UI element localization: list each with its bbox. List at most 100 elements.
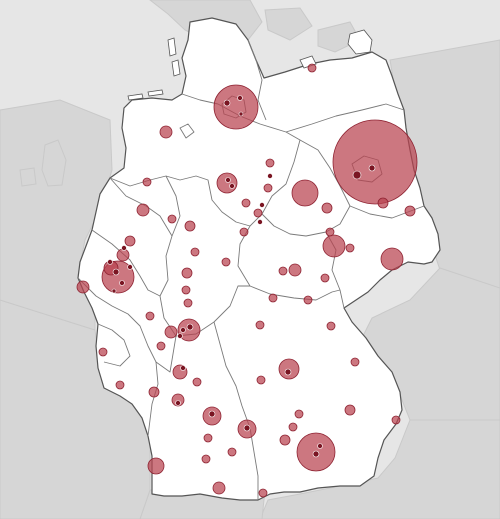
- city-marker: [345, 243, 355, 253]
- city-marker: [239, 227, 249, 237]
- city-center-dot: [229, 183, 235, 189]
- city-center-dot: [317, 443, 323, 449]
- border-sh-mv: [247, 39, 267, 121]
- city-marker: [278, 266, 288, 276]
- city-center-dot: [237, 95, 243, 101]
- city-center-dot: [121, 245, 127, 251]
- city-marker: [303, 295, 313, 305]
- city-marker: [258, 488, 268, 498]
- city-center-dot: [208, 410, 216, 418]
- city-marker: [192, 377, 202, 387]
- city-center-dot: [180, 365, 186, 371]
- city-marker: [344, 404, 356, 416]
- city-marker: [181, 267, 193, 279]
- city-marker: [307, 63, 317, 73]
- city-marker: [190, 247, 200, 257]
- city-marker: [265, 158, 275, 168]
- border-rhineland: [77, 277, 177, 373]
- city-marker: [288, 263, 302, 277]
- city-center-dot: [225, 177, 231, 183]
- benelux-land: [0, 99, 113, 331]
- city-marker: [201, 454, 211, 464]
- city-center-dot: [127, 264, 133, 270]
- city-marker: [159, 125, 173, 139]
- city-marker: [377, 197, 389, 209]
- border-brandenburg: [285, 103, 405, 133]
- city-center-dot: [177, 333, 183, 339]
- city-marker: [256, 375, 266, 385]
- sea-islands: [19, 139, 67, 187]
- city-marker: [332, 119, 418, 205]
- city-marker: [288, 422, 298, 432]
- city-marker: [322, 234, 346, 258]
- city-marker: [294, 409, 304, 419]
- city-marker: [116, 248, 130, 262]
- border-bavaria-bw: [213, 321, 259, 500]
- city-marker: [181, 285, 191, 295]
- city-center-dot: [257, 219, 263, 225]
- city-marker: [213, 84, 259, 130]
- city-marker: [142, 177, 152, 187]
- city-marker: [320, 273, 330, 283]
- city-marker: [184, 220, 196, 232]
- city-marker: [167, 214, 177, 224]
- city-marker: [263, 183, 273, 193]
- city-markers: [76, 63, 418, 498]
- baltic-islands: [299, 29, 373, 69]
- city-marker: [291, 179, 319, 207]
- city-center-dot: [111, 288, 117, 294]
- city-marker: [156, 341, 166, 351]
- city-marker: [145, 311, 155, 321]
- city-marker: [380, 247, 404, 271]
- city-marker: [136, 203, 150, 217]
- city-center-dot: [238, 111, 244, 117]
- city-center-dot: [352, 170, 362, 180]
- city-center-dot: [107, 259, 113, 265]
- city-marker: [255, 320, 265, 330]
- city-marker: [212, 481, 226, 495]
- city-marker: [350, 357, 360, 367]
- city-center-dot: [243, 424, 251, 432]
- city-marker: [227, 447, 237, 457]
- border-saarland: [97, 323, 131, 367]
- city-marker: [241, 198, 251, 208]
- city-marker: [203, 433, 213, 443]
- city-marker: [148, 386, 160, 398]
- city-marker: [404, 205, 416, 217]
- city-marker: [164, 325, 178, 339]
- danish-islands: [264, 7, 361, 53]
- austria-land: [259, 419, 500, 519]
- city-center-dot: [284, 368, 292, 376]
- city-marker: [216, 172, 238, 194]
- border-bremen: [179, 123, 195, 139]
- city-marker: [326, 321, 336, 331]
- city-center-dot: [312, 450, 320, 458]
- city-marker: [268, 293, 278, 303]
- city-marker: [76, 280, 90, 294]
- city-center-dot: [175, 400, 181, 406]
- city-center-dot: [112, 268, 120, 276]
- city-marker: [124, 235, 136, 247]
- city-marker: [279, 434, 291, 446]
- city-marker: [391, 415, 401, 425]
- city-marker: [98, 347, 108, 357]
- city-center-dot: [259, 202, 265, 208]
- north-sea-islands: [127, 37, 181, 101]
- border-hesse: [159, 175, 250, 337]
- city-marker: [115, 380, 125, 390]
- city-center-dot: [119, 280, 125, 286]
- city-center-dot: [368, 164, 376, 172]
- border-thuringia: [237, 225, 341, 301]
- city-marker: [171, 393, 185, 407]
- city-center-dot: [186, 323, 194, 331]
- city-center-dot: [267, 173, 273, 179]
- city-marker: [321, 202, 333, 214]
- border-saxony-anhalt: [261, 139, 351, 237]
- city-center-dot: [180, 327, 186, 333]
- city-marker: [221, 257, 231, 267]
- city-marker: [183, 298, 193, 308]
- city-marker: [253, 208, 263, 218]
- city-marker: [147, 457, 165, 475]
- city-marker: [325, 227, 335, 237]
